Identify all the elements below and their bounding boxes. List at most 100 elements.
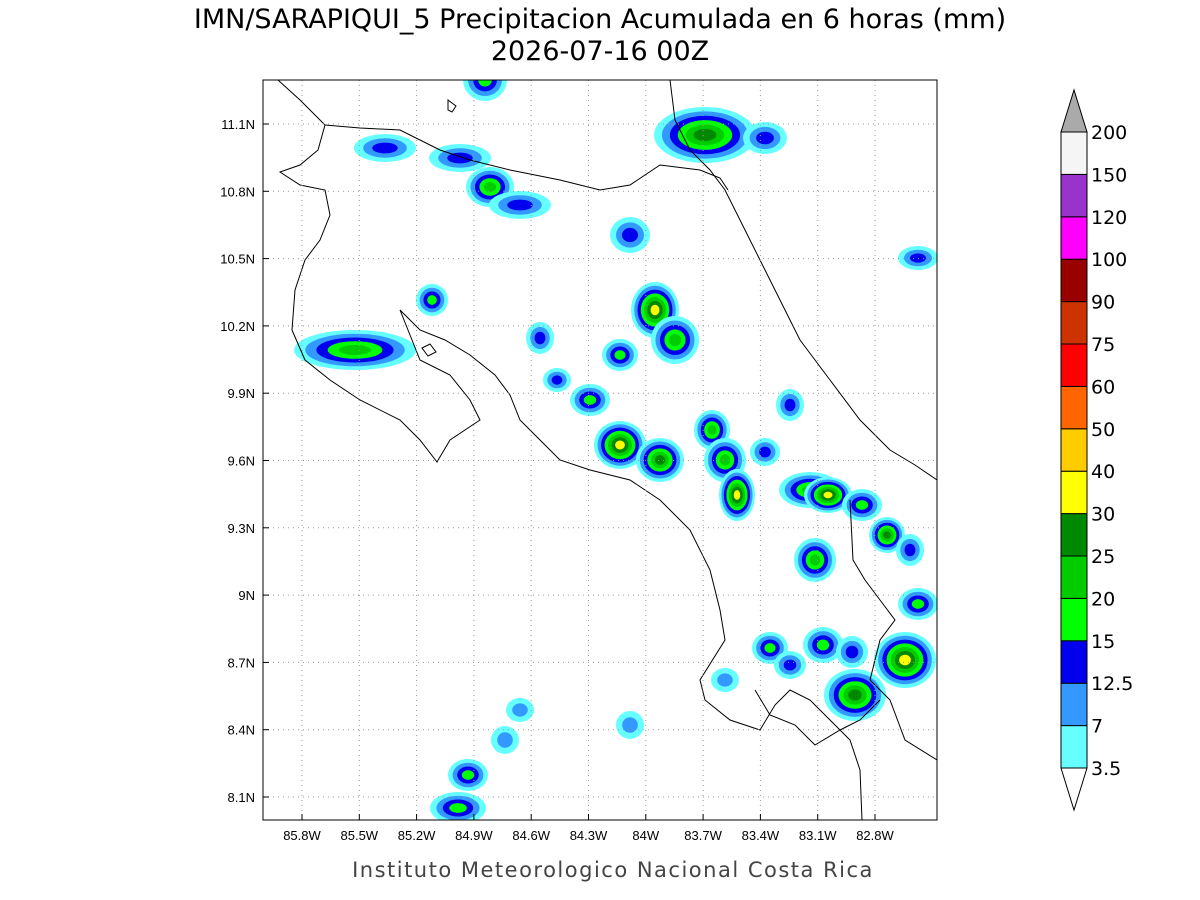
- colorbar-box: [1060, 428, 1088, 472]
- lat-label: 10.8N: [220, 184, 255, 199]
- colorbar-label: 20: [1091, 588, 1115, 610]
- colorbar-box: [1060, 513, 1088, 557]
- precip-contour: [823, 491, 833, 499]
- lon-label: 85.2W: [398, 828, 436, 843]
- precip-contour: [583, 395, 597, 405]
- coastlines: [277, 80, 937, 820]
- colorbar-label: 12.5: [1091, 673, 1133, 695]
- precip-contour: [512, 703, 528, 717]
- precip-contour: [910, 253, 926, 263]
- precip-contour: [693, 128, 717, 142]
- precip-contour: [809, 554, 821, 566]
- peninsula-osa: [754, 689, 881, 746]
- coastline-pacific: [277, 80, 863, 820]
- colorbar-box: [1060, 385, 1088, 430]
- lon-label: 84.9W: [455, 828, 493, 843]
- subtitle: 2026-07-16 00Z: [491, 36, 709, 67]
- colorbar-box: [1060, 640, 1088, 684]
- lat-label: 9.6N: [228, 454, 255, 469]
- lat-label: 10.5N: [220, 252, 255, 267]
- precip-contour: [622, 717, 638, 733]
- colorbar-label: 150: [1091, 164, 1127, 186]
- colorbar-label: 90: [1091, 292, 1115, 314]
- precip-contour: [733, 490, 741, 500]
- lat-label: 8.1N: [228, 790, 255, 805]
- precip-contour: [784, 398, 796, 412]
- map-area: [277, 80, 937, 820]
- precip-contour: [759, 446, 771, 458]
- precip-contour: [756, 131, 774, 145]
- precip-contour: [719, 454, 731, 466]
- colorbar-box: [1060, 682, 1088, 727]
- coastline-caribbean: [669, 80, 937, 481]
- precip-contour: [615, 440, 625, 450]
- precip-contour: [497, 732, 513, 748]
- precip-contour: [845, 645, 859, 659]
- precip-contour: [483, 181, 497, 193]
- border-nicaragua: [324, 124, 729, 191]
- precip-contour: [507, 199, 533, 211]
- lon-label: 82.8W: [856, 828, 894, 843]
- island: [447, 99, 457, 113]
- footer: Instituto Meteorologico Nacional Costa R…: [352, 858, 874, 882]
- colorbar-label: 50: [1091, 419, 1115, 441]
- precip-contour: [461, 770, 475, 780]
- graticule: 85.8W 85.5W 85.2W 84.9W 84.6W 84.3W 84W 83.7W 83…: [220, 80, 937, 843]
- lat-label: 9.3N: [228, 521, 255, 536]
- lon-label: 85.8W: [283, 828, 321, 843]
- precip-contour: [654, 455, 666, 465]
- colorbar-box: [1060, 555, 1088, 599]
- colorbar-box: [1060, 343, 1088, 387]
- lon-label: 83.7W: [684, 828, 722, 843]
- precip-contour: [848, 689, 862, 701]
- colorbar-box: [1060, 725, 1088, 769]
- precip-contour: [764, 643, 776, 653]
- precip-contour: [449, 803, 467, 813]
- lon-label: 84.3W: [570, 828, 608, 843]
- lon-label: 83.4W: [742, 828, 780, 843]
- title: IMN/SARAPIQUI_5 Precipitacion Acumulada …: [194, 4, 1006, 35]
- colorbar-label: 120: [1091, 207, 1127, 229]
- lon-label: 85.5W: [341, 828, 379, 843]
- precip-contour: [904, 543, 916, 557]
- colorbar-label: 40: [1091, 461, 1115, 483]
- lon-label: 84W: [632, 828, 659, 843]
- colorbar-box: [1060, 258, 1088, 303]
- precip-contour: [899, 654, 911, 666]
- precip-contour: [614, 350, 626, 360]
- colorbar-box: [1060, 131, 1088, 175]
- precip-contour: [447, 152, 473, 164]
- border-panama: [849, 499, 937, 761]
- precip-contour: [372, 142, 398, 154]
- colorbar-label: 30: [1091, 504, 1115, 526]
- precip-contour: [551, 375, 563, 385]
- colorbar-over: [1060, 88, 1088, 133]
- colorbar-label: 75: [1091, 334, 1115, 356]
- precip-contour: [883, 531, 891, 539]
- precip-contour: [427, 295, 437, 305]
- colorbar-under: [1060, 767, 1088, 812]
- lat-label: 9.9N: [228, 386, 255, 401]
- colorbar-box: [1060, 216, 1088, 260]
- lat-label: 9N: [238, 588, 255, 603]
- colorbar-label: 100: [1091, 249, 1127, 271]
- precip-contour: [717, 673, 733, 687]
- colorbar-label: 15: [1091, 631, 1115, 653]
- lat-label: 8.4N: [228, 723, 255, 738]
- colorbar-box: [1060, 597, 1088, 642]
- colorbar-label: 200: [1091, 122, 1127, 144]
- colorbar-box: [1060, 173, 1088, 218]
- colorbar-label: 3.5: [1091, 758, 1121, 780]
- lat-label: 8.7N: [228, 655, 255, 670]
- colorbar-box: [1060, 470, 1088, 515]
- precip-contour: [816, 639, 830, 651]
- precip-contour: [650, 304, 660, 316]
- precip-contour: [338, 344, 372, 356]
- precip-contour: [911, 599, 925, 609]
- precip-contour: [478, 80, 492, 87]
- lon-label: 84.6W: [512, 828, 550, 843]
- precip-contour: [855, 500, 869, 510]
- precip-contour: [707, 424, 717, 436]
- colorbar-box: [1060, 301, 1088, 345]
